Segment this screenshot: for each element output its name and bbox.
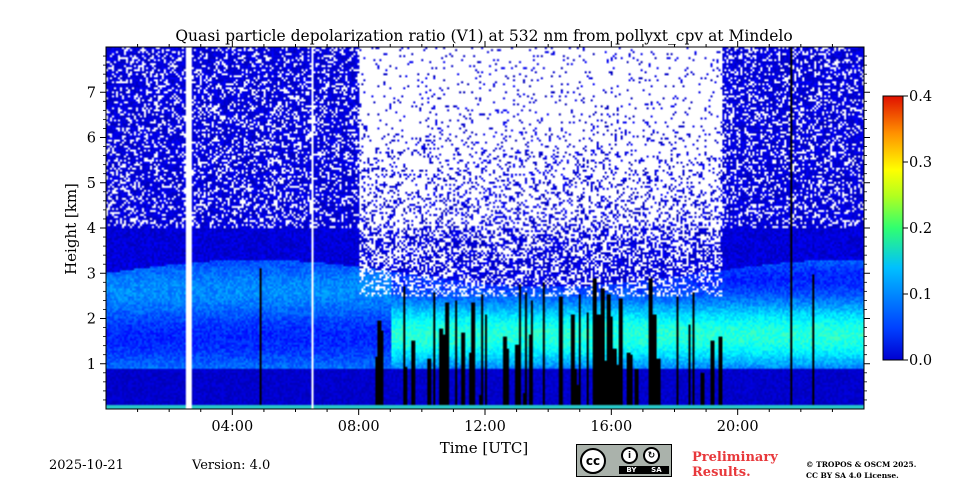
- y-tick-label: 3: [87, 266, 96, 282]
- cc-sa-label: SA: [651, 466, 662, 474]
- preliminary-results-note: Preliminary Results.: [692, 450, 778, 480]
- share-alike-icon: ↻: [643, 447, 660, 464]
- y-axis-label: Height [km]: [62, 183, 80, 275]
- x-tick-label: 20:00: [717, 419, 759, 435]
- colorbar-tick-label: 0.1: [909, 287, 932, 303]
- y-tick-label: 6: [87, 131, 96, 147]
- colorbar-tick-label: 0.0: [909, 353, 932, 369]
- copyright-note: © TROPOS & OSCM 2025. CC BY SA 4.0 Licen…: [806, 459, 916, 481]
- colorbar: 0.0 0.1 0.2 0.3 0.4: [882, 89, 932, 369]
- colorbar-tick-label: 0.2: [909, 221, 932, 237]
- colorbar-gradient: [882, 95, 904, 361]
- x-axis-label: Time [UTC]: [440, 439, 529, 457]
- colorbar-ticks: 0.0 0.1 0.2 0.3 0.4: [903, 89, 932, 369]
- colorbar-tick-label: 0.4: [909, 89, 932, 105]
- attribution-icon: i: [621, 447, 638, 464]
- y-tick-label: 1: [87, 357, 96, 373]
- copyright-line-1: © TROPOS & OSCM 2025.: [806, 460, 917, 469]
- colorbar-tick-label: 0.3: [909, 155, 932, 171]
- cc-by-label: BY: [626, 466, 637, 474]
- preliminary-line-2: Results.: [692, 465, 751, 480]
- plot-area: 04:00 08:00 12:00 16:00 20:00 1 2 3 4 5 6 7: [87, 41, 870, 435]
- cc-license-badge: cc i ↻ BY SA: [576, 444, 672, 477]
- preliminary-line-1: Preliminary: [692, 450, 778, 465]
- y-tick-label: 2: [87, 312, 96, 328]
- y-tick-label: 4: [87, 221, 96, 237]
- y-axis-ticks: 1 2 3 4 5 6 7: [87, 55, 870, 401]
- y-tick-label: 7: [87, 85, 96, 101]
- x-axis-ticks: 04:00 08:00 12:00 16:00 20:00: [137, 41, 833, 435]
- chart-title: Quasi particle depolarization ratio (V1)…: [175, 27, 792, 45]
- x-tick-label: 16:00: [590, 419, 632, 435]
- x-tick-label: 04:00: [211, 419, 253, 435]
- version-label: Version: 4.0: [192, 458, 271, 473]
- x-tick-label: 08:00: [338, 419, 380, 435]
- heatmap-image: [106, 47, 864, 409]
- copyright-line-2: CC BY SA 4.0 License.: [806, 471, 899, 480]
- cc-icon: cc: [580, 448, 606, 474]
- date-label: 2025-10-21: [49, 458, 124, 473]
- y-tick-label: 5: [87, 176, 96, 192]
- x-tick-label: 12:00: [464, 419, 506, 435]
- cc-badge-labels: BY SA: [619, 466, 669, 474]
